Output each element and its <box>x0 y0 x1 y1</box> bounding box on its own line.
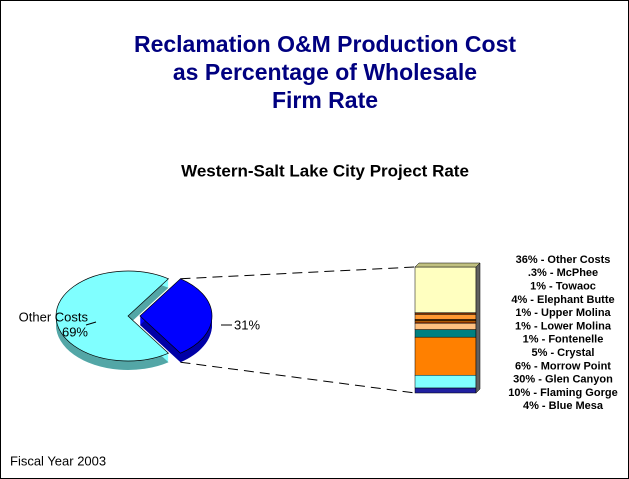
pie-value-label: 31% <box>234 317 260 332</box>
bar-segment <box>414 336 477 376</box>
pie-label: Other Costs <box>19 309 89 324</box>
bar-top <box>414 262 481 268</box>
bar-label: 36% - Other Costs <box>516 254 611 266</box>
bar-label: 10% - Flaming Gorge <box>508 387 617 399</box>
connector <box>180 361 416 394</box>
footnote: Fiscal Year 2003 <box>10 453 106 468</box>
bar-label: 4% - Blue Mesa <box>523 400 604 412</box>
bar-label: .3% - McPhee <box>528 267 598 279</box>
connector <box>180 266 416 280</box>
title-line: Reclamation O&M Production Cost <box>134 31 516 57</box>
bar-segment <box>414 374 477 389</box>
title-line: as Percentage of Wholesale <box>173 59 477 85</box>
bar-segment <box>414 314 477 320</box>
bar-label: 1% - Towaoc <box>530 281 596 293</box>
bar-segment <box>414 266 477 313</box>
pie-value-label: 69% <box>62 324 88 339</box>
leader-line <box>85 321 97 326</box>
bar-label: 1% - Fontenelle <box>523 334 604 346</box>
bar-segment <box>414 329 477 338</box>
bar-label: 30% - Glen Canyon <box>513 374 613 386</box>
subtitle: Western-Salt Lake City Project Rate <box>181 161 469 180</box>
bar-side <box>475 262 481 394</box>
bar-label: 4% - Elephant Butte <box>511 294 614 306</box>
bar-segment <box>414 387 477 394</box>
bar-label: 6% - Morrow Point <box>515 360 611 372</box>
bar-label: 5% - Crystal <box>532 347 595 359</box>
pie-slice <box>139 278 213 354</box>
pie-slice <box>55 270 170 362</box>
bar-label: 1% - Lower Molina <box>515 320 612 332</box>
title-line: Firm Rate <box>272 87 378 113</box>
bar-label: 1% - Upper Molina <box>515 307 611 319</box>
bar-segment <box>414 322 477 330</box>
